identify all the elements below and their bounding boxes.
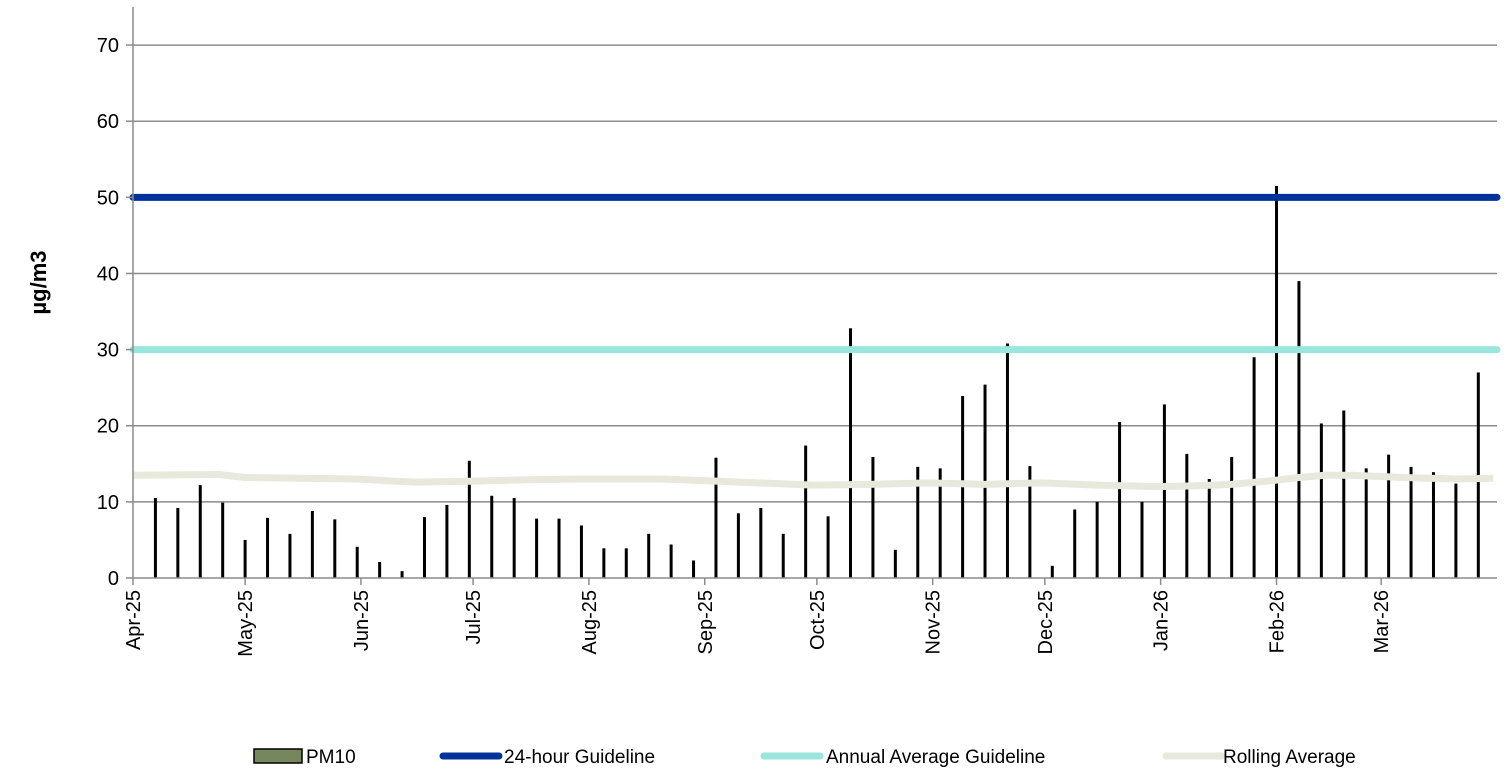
pm10-bar [490, 495, 494, 578]
pm10-bar [804, 445, 808, 578]
pm10-bar [1364, 468, 1368, 578]
pm10-bar [736, 513, 740, 578]
pm10-bars [153, 185, 1480, 578]
y-tick-label: 60 [97, 111, 119, 133]
x-tick-label: Apr-25 [123, 590, 145, 650]
pm10-bar [1050, 565, 1054, 578]
pm10-bar [153, 498, 157, 578]
pm10-bar [1028, 466, 1032, 578]
pm10-bar [692, 560, 696, 578]
pm10-bar [1275, 185, 1279, 578]
legend-item-annual-guideline: Annual Average Guideline [760, 747, 1045, 768]
axes [126, 7, 1497, 585]
pm10-bar [1185, 453, 1189, 578]
y-tick-label: 30 [97, 340, 119, 362]
pm10-bar [1387, 454, 1391, 578]
pm10-bar [1454, 483, 1458, 578]
pm10-bar [1297, 281, 1301, 578]
y-tick-label: 50 [97, 187, 119, 209]
x-tick-label: Sep-25 [695, 590, 717, 655]
legend-item-24h-guideline: 24-hour Guideline [439, 747, 655, 768]
y-axis-title: µg/m3 [26, 250, 51, 314]
pm10-bar [333, 519, 337, 578]
pm10-bar [400, 571, 404, 578]
pm10-bar [198, 485, 202, 578]
y-tick-label: 10 [97, 492, 119, 514]
pm10-bar [781, 533, 785, 578]
pm10-bar [422, 517, 426, 578]
pm10-bar [579, 525, 583, 578]
x-tick-label: Nov-25 [923, 590, 945, 654]
pm10-bar [1409, 466, 1413, 578]
pm10-bar [266, 517, 270, 578]
x-tick-label: May-25 [235, 590, 257, 657]
x-tick-label: Jun-25 [351, 590, 373, 651]
legend-label: 24-hour Guideline [504, 747, 655, 768]
pm10-bar [669, 544, 673, 578]
pm10-bar [647, 533, 651, 578]
pm10-bar [1140, 501, 1144, 578]
pm10-bar [1319, 423, 1323, 578]
pm10-bar [535, 518, 539, 578]
y-tick-label: 20 [97, 416, 119, 438]
pm10-bar [1342, 410, 1346, 578]
pm10-bar [1207, 479, 1211, 578]
pm10-bar [893, 549, 897, 578]
tick-labels: 0 10 20 30 40 50 60 70 Apr-25 May-25 Jun-25 Jul-25 A… [97, 35, 1393, 657]
legend-label: Rolling Average [1223, 747, 1356, 768]
pm10-bar [871, 456, 875, 578]
pm10-bar [355, 546, 359, 578]
rolling-average-line [132, 470, 1494, 491]
x-tick-label: Jan-26 [1151, 590, 1173, 651]
pm10-bar [288, 533, 292, 578]
pm10-bar [714, 457, 718, 578]
pm10-bar [512, 498, 516, 578]
pm10-bar [176, 507, 180, 578]
pm10-bar [602, 548, 606, 578]
pm10-bar [826, 516, 830, 578]
pm10-bar [1252, 357, 1256, 578]
pm10-bar [467, 460, 471, 578]
x-tick-label: Aug-25 [579, 590, 601, 655]
pm10-bar [1073, 509, 1077, 578]
x-tick-label: Jul-25 [463, 590, 485, 644]
pm10-bar [1431, 472, 1435, 578]
x-tick-label: Feb-26 [1267, 590, 1289, 653]
pm10-bar [938, 468, 942, 578]
y-tick-label: 40 [97, 263, 119, 285]
pm10-bar [557, 518, 561, 578]
guideline-lines [129, 193, 1501, 491]
pm10-bar [1005, 343, 1009, 578]
pm10-bar [221, 502, 225, 578]
pm10-bar [1095, 501, 1099, 578]
pm10-bar [378, 562, 382, 578]
gridlines [133, 44, 1497, 503]
legend-swatch [253, 748, 303, 764]
pm10-bar [310, 511, 314, 578]
x-tick-label: Dec-25 [1035, 590, 1057, 654]
y-tick-label: 0 [108, 568, 119, 590]
pm10-bar [916, 466, 920, 578]
legend-item-rolling-average: Rolling Average [1162, 747, 1356, 768]
pm10-bar [624, 548, 628, 578]
x-tick-label: Mar-26 [1371, 590, 1393, 653]
pm10-bar [849, 328, 853, 578]
pm10-bar [1118, 421, 1122, 578]
legend-item-pm10: PM10 [253, 747, 356, 768]
pm10-bar [1230, 456, 1234, 578]
legend-label: PM10 [306, 747, 356, 768]
pm10-bar [1162, 404, 1166, 578]
pm10-bar [759, 507, 763, 578]
pm10-bar [445, 504, 449, 578]
y-tick-label: 70 [97, 35, 119, 57]
pm10-bar [243, 539, 247, 578]
legend: PM10 24-hour Guideline Annual Average Guid… [253, 747, 1356, 768]
legend-label: Annual Average Guideline [826, 747, 1045, 768]
x-tick-label: Oct-25 [807, 590, 829, 650]
